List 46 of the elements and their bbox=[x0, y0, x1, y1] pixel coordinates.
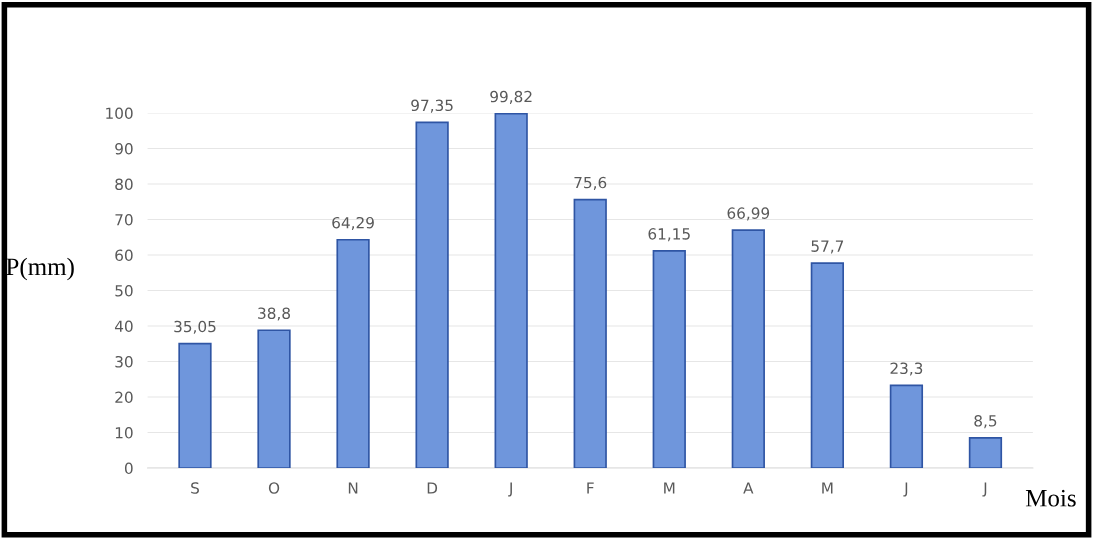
y-tick-label: 50 bbox=[115, 284, 133, 297]
data-label: 23,3 bbox=[890, 362, 923, 376]
x-tick-label: J bbox=[982, 482, 987, 497]
x-tick-label: J bbox=[508, 482, 512, 497]
y-tick-label: 30 bbox=[115, 356, 133, 368]
data-label: 35,05 bbox=[174, 320, 216, 334]
bar bbox=[573, 198, 607, 469]
y-tick-label: 10 bbox=[115, 427, 133, 439]
x-axis-title: Mois bbox=[1025, 489, 1076, 507]
data-label: 97,35 bbox=[411, 99, 453, 113]
y-tick-label: 90 bbox=[115, 142, 133, 155]
x-tick-label: A bbox=[743, 482, 754, 494]
x-tick-label: N bbox=[348, 482, 358, 494]
data-label: 66,99 bbox=[727, 207, 770, 221]
x-tick-label: D bbox=[427, 482, 438, 494]
x-tick-label: M bbox=[664, 482, 675, 494]
bar bbox=[731, 229, 765, 469]
y-axis-title: P(mm) bbox=[6, 257, 74, 281]
y-tick-label: 100 bbox=[106, 107, 133, 119]
x-tick-label: O bbox=[268, 482, 280, 494]
data-label: 38,8 bbox=[258, 307, 290, 321]
bar bbox=[810, 262, 845, 469]
data-label: 75,6 bbox=[574, 176, 607, 190]
bar bbox=[257, 329, 291, 469]
x-tick-label: F bbox=[587, 482, 594, 494]
x-tick-label: J bbox=[903, 482, 908, 497]
y-tick-label: 70 bbox=[115, 213, 133, 226]
data-label: 57,7 bbox=[811, 240, 844, 254]
bar bbox=[968, 437, 1003, 469]
y-tick-label: 20 bbox=[115, 391, 133, 404]
bar bbox=[889, 384, 924, 469]
data-label: 8,5 bbox=[974, 415, 997, 429]
y-tick-label: 40 bbox=[114, 320, 133, 333]
bar bbox=[178, 342, 212, 469]
x-tick-label: M bbox=[822, 482, 833, 494]
y-tick-label: 60 bbox=[115, 249, 133, 262]
bar bbox=[336, 238, 370, 469]
data-label: 64,29 bbox=[332, 216, 374, 231]
y-tick-label: 80 bbox=[115, 178, 133, 191]
x-tick-label: S bbox=[191, 482, 199, 494]
data-label: 99,82 bbox=[490, 90, 532, 104]
data-label: 61,15 bbox=[648, 228, 690, 242]
bar bbox=[652, 250, 686, 469]
y-tick-label: 0 bbox=[124, 462, 133, 475]
bar bbox=[415, 121, 449, 469]
bar bbox=[494, 112, 528, 469]
